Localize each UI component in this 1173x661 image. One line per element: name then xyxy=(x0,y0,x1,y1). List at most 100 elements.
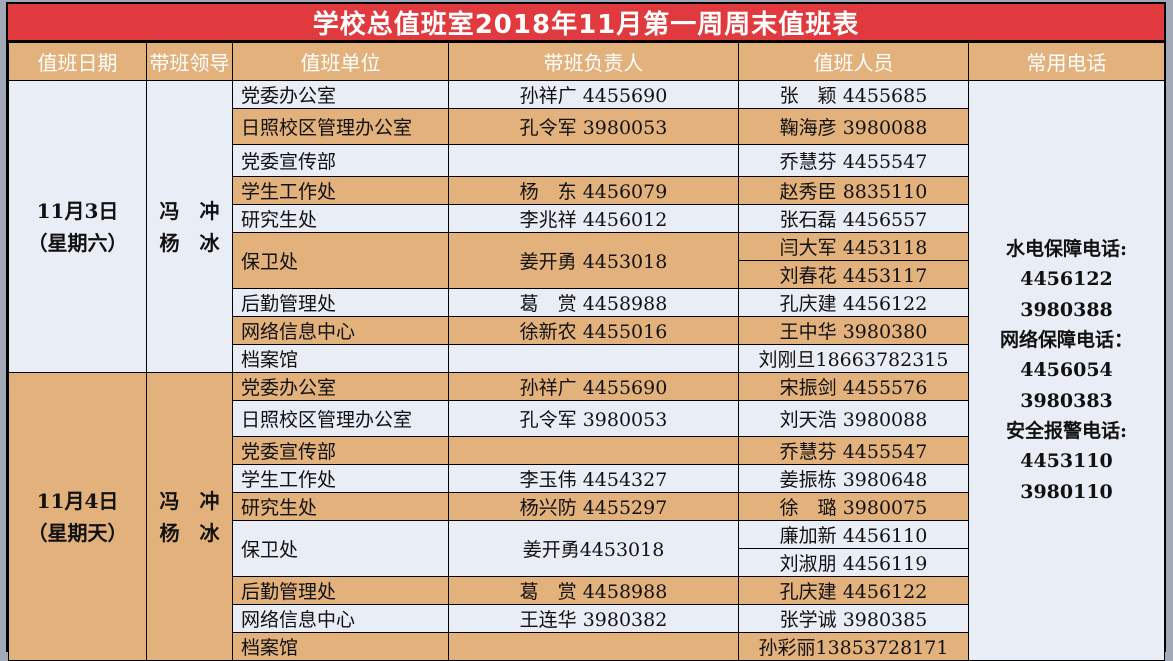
phone-line: 3980388 xyxy=(1020,298,1113,321)
personnel-cell: 刘天浩 3980088 xyxy=(738,400,969,437)
table-row: 日照校区管理办公室 孔令军 3980053 鞠海彦 3980088 xyxy=(9,108,1165,145)
table-row: 党委宣传部 乔慧芬 4455547 xyxy=(9,144,1165,177)
responsible-cell xyxy=(448,344,739,373)
responsible-cell: 李兆祥 4456012 xyxy=(448,204,739,233)
unit-cell: 党委宣传部 xyxy=(232,144,449,177)
phone-line: 3980110 xyxy=(1020,480,1113,503)
phone-line: 4456054 xyxy=(1020,359,1113,382)
table-row: 保卫处 姜开勇4453018 廉加新 4456110 xyxy=(9,520,1165,577)
responsible-cell: 杨兴防 4455297 xyxy=(448,492,739,521)
table-row: 党委宣传部 乔慧芬 4455547 xyxy=(9,436,1165,465)
personnel-cell: 鞠海彦 3980088 xyxy=(738,108,969,145)
weekday-text: （星期天） xyxy=(27,520,128,545)
col-header-personnel: 值班人员 xyxy=(738,42,969,81)
personnel-cell: 孔庆建 4456122 xyxy=(738,576,969,605)
personnel-cell: 张 颖 4455685 xyxy=(738,80,969,109)
responsible-cell: 姜开勇4453018 xyxy=(448,520,739,577)
unit-cell: 档案馆 xyxy=(232,344,449,373)
unit-cell: 研究生处 xyxy=(232,492,449,521)
unit-cell: 日照校区管理办公室 xyxy=(232,400,449,437)
leader-name: 杨 冰 xyxy=(159,520,220,545)
table-row: 日照校区管理办公室 孔令军 3980053 刘天浩 3980088 xyxy=(9,400,1165,437)
phone-line: 网络保障电话： xyxy=(999,328,1133,351)
table-row: 学生工作处 李玉伟 4454327 姜振栋 3980648 xyxy=(9,464,1165,493)
table-row: 刘春花 4453117 xyxy=(9,260,1165,289)
unit-cell: 网络信息中心 xyxy=(232,604,449,633)
responsible-cell: 孔令军 3980053 xyxy=(448,400,739,437)
weekday-text: （星期六） xyxy=(27,230,128,255)
unit-cell: 学生工作处 xyxy=(232,176,449,205)
responsible-cell xyxy=(448,144,739,177)
personnel-cell: 姜振栋 3980648 xyxy=(738,464,969,493)
unit-cell: 党委办公室 xyxy=(232,372,449,401)
table-row: 研究生处 杨兴防 4455297 徐 璐 3980075 xyxy=(9,492,1165,521)
leader-cell-day1: 冯 冲 杨 冰 xyxy=(146,80,233,373)
phone-line: 3980383 xyxy=(1020,389,1113,412)
personnel-cell: 乔慧芬 4455547 xyxy=(738,144,969,177)
responsible-cell: 李玉伟 4454327 xyxy=(448,464,739,493)
personnel-cell: 孔庆建 4456122 xyxy=(738,288,969,317)
responsible-cell xyxy=(448,632,739,661)
responsible-cell: 姜开勇 4453018 xyxy=(448,232,739,289)
personnel-cell: 刘春花 4453117 xyxy=(738,260,969,289)
personnel-cell: 张石磊 4456557 xyxy=(738,204,969,233)
col-header-phone: 常用电话 xyxy=(968,42,1165,81)
responsible-cell: 王连华 3980382 xyxy=(448,604,739,633)
personnel-cell: 王中华 3980380 xyxy=(738,316,969,345)
unit-cell: 后勤管理处 xyxy=(232,288,449,317)
unit-cell: 保卫处 xyxy=(232,232,449,289)
table-row: 11月3日 （星期六） 冯 冲 杨 冰 党委办公室 孙祥广 4455690 张 … xyxy=(8,80,1165,661)
unit-cell: 网络信息中心 xyxy=(232,316,449,345)
personnel-cell: 宋振剑 4455576 xyxy=(738,372,969,401)
phone-box: 水电保障电话: 4456122 3980388 网络保障电话： 4456054 … xyxy=(968,80,1165,661)
personnel-cell: 廉加新 4456110 xyxy=(738,520,969,549)
col-header-unit: 值班单位 xyxy=(232,42,449,81)
personnel-cell: 刘刚旦18663782315 xyxy=(738,344,969,373)
responsible-cell: 葛 赏 4458988 xyxy=(448,288,739,317)
unit-cell: 研究生处 xyxy=(232,204,449,233)
personnel-cell: 张学诚 3980385 xyxy=(738,604,969,633)
personnel-cell: 闫大军 4453118 xyxy=(738,232,969,261)
date-text: 11月3日 xyxy=(36,198,119,223)
responsible-cell: 孙祥广 4455690 xyxy=(448,80,739,109)
unit-cell: 保卫处 xyxy=(232,520,449,577)
responsible-cell: 孙祥广 4455690 xyxy=(448,372,739,401)
phone-line: 安全报警电话: xyxy=(1005,420,1127,443)
table-row: 档案馆 刘刚旦18663782315 xyxy=(9,344,1165,373)
phone-line: 4453110 xyxy=(1020,450,1113,473)
col-header-date: 值班日期 xyxy=(8,42,147,81)
date-text: 11月4日 xyxy=(36,488,119,513)
col-header-leader: 带班领导 xyxy=(146,42,233,81)
col-header-responsible: 带班负责人 xyxy=(448,42,739,81)
table-row: 后勤管理处 葛 赏 4458988 孔庆建 4456122 xyxy=(9,288,1165,317)
date-cell-day2: 11月4日 （星期天） xyxy=(8,372,147,661)
responsible-cell: 徐新农 4455016 xyxy=(448,316,739,345)
responsible-cell: 孔令军 3980053 xyxy=(448,108,739,145)
table-row: 研究生处 李兆祥 4456012 张石磊 4456557 xyxy=(9,204,1165,233)
table-row: 学生工作处 杨 东 4456079 赵秀臣 8835110 xyxy=(9,176,1165,205)
personnel-cell: 赵秀臣 8835110 xyxy=(738,176,969,205)
unit-cell: 日照校区管理办公室 xyxy=(232,108,449,145)
table-row: 网络信息中心 王连华 3980382 张学诚 3980385 xyxy=(9,604,1165,633)
date-cell-day1: 11月3日 （星期六） xyxy=(8,80,147,373)
unit-cell: 后勤管理处 xyxy=(232,576,449,605)
responsible-cell: 杨 东 4456079 xyxy=(448,176,739,205)
personnel-cell: 孙彩丽13853728171 xyxy=(738,632,969,661)
table-row: 刘淑朋 4456119 xyxy=(9,548,1165,577)
table-row: 11月4日 （星期天） 冯 冲 杨 冰 党委办公室 孙祥广 4455690 宋振… xyxy=(8,372,1165,661)
phone-line: 水电保障电话: xyxy=(1005,237,1127,260)
leader-cell-day2: 冯 冲 杨 冰 xyxy=(146,372,233,661)
personnel-cell: 刘淑朋 4456119 xyxy=(738,548,969,577)
duty-table: 值班日期 带班领导 值班单位 带班负责人 值班人员 常用电话 11月3日 （星期… xyxy=(8,42,1165,661)
unit-cell: 党委宣传部 xyxy=(232,436,449,465)
responsible-cell: 葛 赏 4458988 xyxy=(448,576,739,605)
leader-name: 冯 冲 xyxy=(159,488,220,513)
responsible-cell xyxy=(448,436,739,465)
unit-cell: 学生工作处 xyxy=(232,464,449,493)
leader-name: 冯 冲 xyxy=(159,198,220,223)
table-row: 网络信息中心 徐新农 4455016 王中华 3980380 xyxy=(9,316,1165,345)
duty-sheet: 学校总值班室2018年11月第一周周末值班表 值班日期 带班领导 值班单位 带班… xyxy=(6,2,1166,661)
unit-cell: 党委办公室 xyxy=(232,80,449,109)
personnel-cell: 乔慧芬 4455547 xyxy=(738,436,969,465)
header-row: 值班日期 带班领导 值班单位 带班负责人 值班人员 常用电话 xyxy=(8,42,1165,81)
